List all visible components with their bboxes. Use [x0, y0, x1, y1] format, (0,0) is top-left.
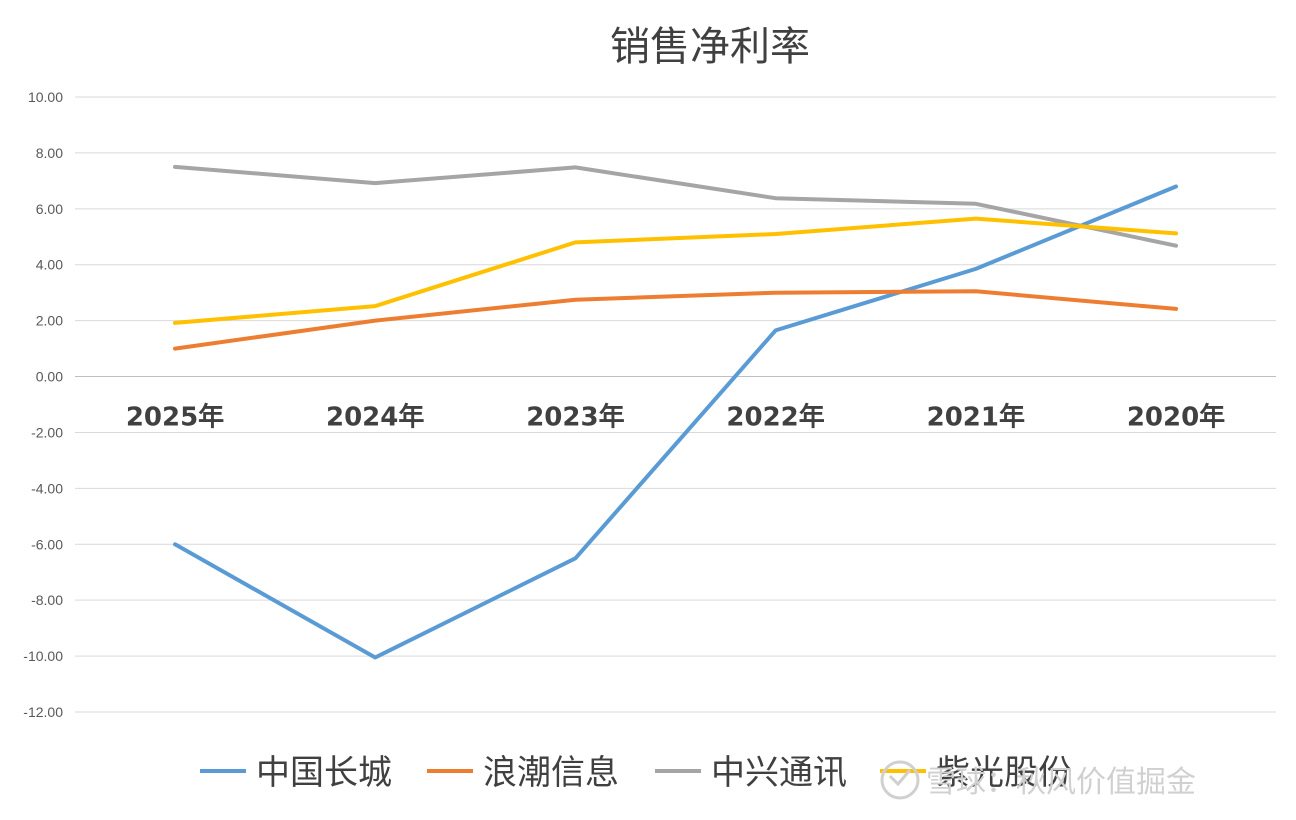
series-line-2 — [173, 289, 1178, 351]
legend-item: 浪潮信息 — [427, 753, 619, 793]
x-tick-label: 2021年 — [927, 402, 1025, 433]
x-tick-label: 2024年 — [326, 402, 424, 433]
y-tick-label: -8.00 — [31, 592, 63, 608]
y-tick-label: -12.00 — [23, 704, 63, 720]
series-line-4 — [173, 216, 1178, 325]
x-tick-label: 2023年 — [526, 402, 624, 433]
legend: 中国长城 浪潮信息 中兴通讯 紫光股份 — [200, 753, 1072, 793]
legend-item: 中国长城 — [200, 753, 392, 793]
x-axis-tick-labels: 2025年 2024年 2023年 2022年 2021年 2020年 — [126, 402, 1225, 433]
watermark: 雪球：秋风价值掘金 — [880, 760, 1196, 800]
y-axis-tick-labels: 10.00 8.00 6.00 4.00 2.00 0.00 -2.00 -4.00 -6.00… — [23, 89, 63, 720]
legend-label: 中国长城 — [256, 753, 392, 793]
y-tick-label: 0.00 — [36, 369, 63, 385]
y-tick-label: 6.00 — [36, 201, 63, 217]
legend-item: 紫光股份 — [880, 753, 1072, 793]
y-tick-label: -10.00 — [23, 648, 63, 664]
x-tick-label: 2022年 — [726, 402, 824, 433]
y-tick-label: 8.00 — [36, 145, 63, 161]
series-lines — [173, 164, 1178, 660]
y-tick-label: 2.00 — [36, 313, 63, 329]
x-tick-label: 2025年 — [126, 402, 224, 433]
legend-label: 紫光股份 — [936, 753, 1072, 793]
series-line-3 — [173, 164, 1178, 248]
y-tick-label: -6.00 — [31, 536, 63, 552]
legend-label: 浪潮信息 — [483, 753, 619, 793]
y-tick-label: 10.00 — [28, 89, 63, 105]
x-tick-label: 2020年 — [1127, 402, 1225, 433]
series-line-1 — [173, 184, 1178, 660]
legend-label: 中兴通讯 — [711, 753, 847, 793]
watermark-logo-icon — [880, 760, 920, 800]
y-tick-label: -4.00 — [31, 480, 63, 496]
gridlines — [75, 96, 1276, 713]
chart-title: 销售净利率 — [610, 24, 810, 70]
legend-item: 中兴通讯 — [655, 753, 847, 793]
y-tick-label: -2.00 — [31, 424, 63, 440]
y-tick-label: 4.00 — [36, 257, 63, 273]
watermark-text: 雪球：秋风价值掘金 — [926, 765, 1196, 800]
